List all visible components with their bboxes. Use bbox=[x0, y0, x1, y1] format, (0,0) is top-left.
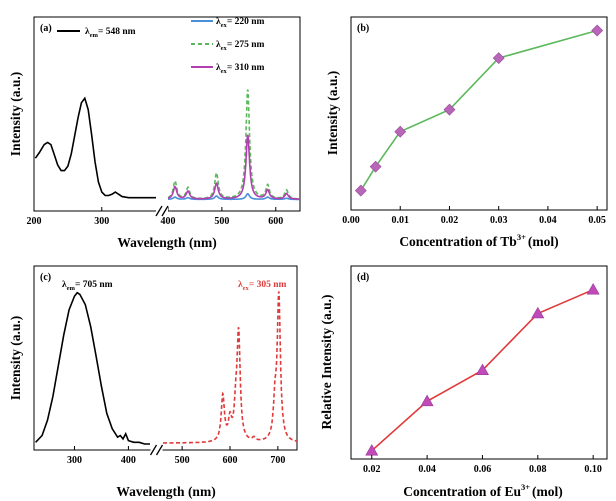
excitation-curve bbox=[35, 291, 150, 445]
panel-c-xlabel: Wavelength (nm) bbox=[116, 484, 215, 499]
legend-label-ex220: λex= 220 nm bbox=[216, 17, 265, 29]
legend-label-em: λem= 548 nm bbox=[85, 27, 136, 39]
x-tick-label: 0.04 bbox=[539, 215, 557, 226]
panel-d-label: (d) bbox=[357, 272, 369, 283]
data-point-diamond bbox=[443, 103, 456, 116]
data-point-diamond bbox=[492, 52, 505, 65]
panel-a-label: (a) bbox=[40, 23, 52, 34]
data-point-triangle bbox=[475, 363, 489, 375]
panel-b-xlabel: Concentration of Tb3+ (mol) bbox=[399, 232, 558, 249]
x-tick-label: 300 bbox=[67, 455, 82, 466]
axis-break-mark bbox=[155, 444, 164, 456]
axis-break-gap bbox=[150, 444, 163, 456]
panel-a-axis-break bbox=[155, 205, 169, 217]
axis-break-mark bbox=[161, 205, 169, 217]
x-tick-label: 700 bbox=[270, 455, 285, 466]
x-tick-label: 0.03 bbox=[490, 215, 508, 226]
panel-d-x-ticks: 0.02 0.04 0.06 0.08 0.10 bbox=[363, 455, 602, 475]
legend-label-em705: λem= 705 nm bbox=[62, 280, 113, 292]
legend-label-ex275: λex= 275 nm bbox=[216, 40, 265, 52]
x-tick-label: 600 bbox=[223, 455, 238, 466]
x-tick-label: 400 bbox=[121, 455, 136, 466]
panel-c-label: (c) bbox=[40, 272, 51, 283]
x-tick-label: 500 bbox=[175, 455, 190, 466]
panel-c-legend: λem= 705 nm λex= 305 nm bbox=[62, 280, 287, 292]
x-tick-label: 200 bbox=[27, 216, 42, 227]
x-tick-label: 0.05 bbox=[588, 215, 606, 226]
x-tick-label: 0.04 bbox=[418, 464, 436, 475]
legend-label-ex305: λex= 305 nm bbox=[238, 280, 287, 292]
legend-label-ex310: λex= 310 nm bbox=[216, 63, 265, 75]
panel-b-frame bbox=[350, 16, 608, 211]
panel-a-legend: λem= 548 nm λex= 220 nm λex= 275 nm λex=… bbox=[57, 17, 265, 75]
x-tick-label: 600 bbox=[268, 216, 283, 227]
x-tick-label: 0.00 bbox=[342, 215, 360, 226]
panel-c-axis-break bbox=[149, 444, 164, 456]
emission-curve-1 bbox=[163, 291, 297, 444]
x-tick-label: 0.10 bbox=[584, 464, 602, 475]
x-tick-label: 0.02 bbox=[441, 215, 459, 226]
data-point-triangle bbox=[586, 283, 600, 295]
panel-c: (c) 300 400 500 600 700 λem= 705 nm λex= 305… bbox=[8, 265, 298, 499]
panel-b-ylabel: Intensity (a.u.) bbox=[325, 71, 340, 155]
x-tick-label: 500 bbox=[214, 216, 229, 227]
data-point-diamond bbox=[394, 125, 407, 138]
emission-curve-3 bbox=[167, 134, 300, 200]
axis-break-mark bbox=[149, 444, 158, 456]
x-tick-label: 400 bbox=[161, 216, 176, 227]
x-tick-label: 0.02 bbox=[363, 464, 381, 475]
panel-b: (b) 0.00 0.01 0.02 0.03 0.04 0.05 Concentrati… bbox=[325, 16, 608, 249]
x-tick-label: 300 bbox=[94, 216, 109, 227]
panel-c-ylabel: Intensity (a.u.) bbox=[8, 316, 23, 400]
series-line bbox=[360, 29, 598, 192]
panel-c-curves bbox=[35, 291, 297, 445]
panel-a-ylabel: Intensity (a.u.) bbox=[8, 72, 23, 156]
axis-break-gap bbox=[156, 205, 168, 217]
data-point-diamond bbox=[369, 160, 382, 173]
panel-a-x-ticks: 200 300 400 500 600 bbox=[27, 207, 283, 227]
panel-d-ylabel: Relative Intensity (a.u.) bbox=[319, 295, 334, 430]
x-tick-label: 0.08 bbox=[529, 464, 547, 475]
panel-d: (d) 0.02 0.04 0.06 0.08 0.10 Concentration o… bbox=[319, 265, 608, 499]
panel-a-xlabel: Wavelength (nm) bbox=[117, 235, 216, 250]
data-point-diamond bbox=[591, 24, 604, 37]
data-point-diamond bbox=[354, 184, 367, 197]
panel-c-x-ticks: 300 400 500 600 700 bbox=[67, 446, 285, 466]
x-tick-label: 0.01 bbox=[391, 215, 409, 226]
data-point-triangle bbox=[531, 306, 545, 319]
panel-b-x-ticks: 0.00 0.01 0.02 0.03 0.04 0.05 bbox=[342, 206, 606, 226]
panel-a: (a) 200 300 400 500 600 λem= 548 nm λex= 220… bbox=[8, 16, 301, 250]
panel-c-frame bbox=[33, 265, 298, 451]
panel-b-label: (b) bbox=[357, 23, 369, 34]
emission-curve-2 bbox=[167, 89, 300, 200]
panel-a-curves bbox=[34, 89, 300, 201]
panel-d-xlabel: Concentration of Eu3+ (mol) bbox=[403, 482, 563, 499]
excitation-curve bbox=[34, 96, 156, 199]
panel-d-frame bbox=[350, 265, 608, 460]
axis-break-mark bbox=[155, 205, 163, 217]
panel-b-plot bbox=[354, 24, 604, 197]
data-point-triangle bbox=[420, 394, 434, 407]
panel-d-plot bbox=[365, 283, 600, 456]
x-tick-label: 0.06 bbox=[474, 464, 492, 475]
